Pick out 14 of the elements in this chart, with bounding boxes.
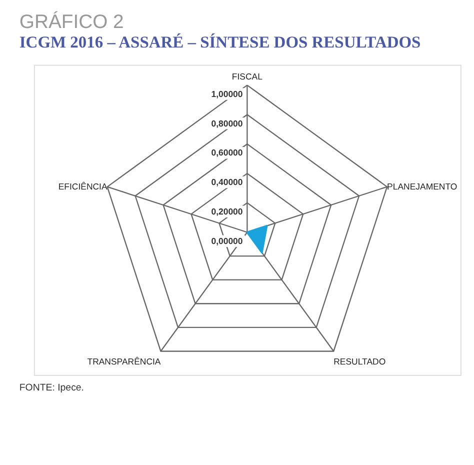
chart-subtitle: ICGM 2016 – ASSARÉ – SÍNTESE DOS RESULTADOS — [19, 32, 421, 52]
y-tick-label: 0,00000 — [211, 236, 243, 246]
y-tick-label: 0,60000 — [211, 148, 243, 158]
chart-title: GRÁFICO 2 — [19, 10, 124, 33]
spoke-label: PLANEJAMENTO — [387, 182, 458, 192]
spoke-label: TRANSPARÊNCIA — [87, 356, 161, 366]
spoke-label: EFICIÊNCIA — [58, 182, 108, 192]
y-tick-label: 0,80000 — [211, 118, 243, 128]
source-note: FONTE: Ipece. — [19, 382, 84, 394]
y-tick-label: 1,00000 — [211, 88, 243, 99]
spoke-label: RESULTADO — [334, 356, 386, 366]
y-tick-label: 0,40000 — [211, 177, 243, 188]
spoke-label: FISCAL — [232, 71, 263, 82]
y-tick-label: 0,20000 — [211, 206, 243, 217]
